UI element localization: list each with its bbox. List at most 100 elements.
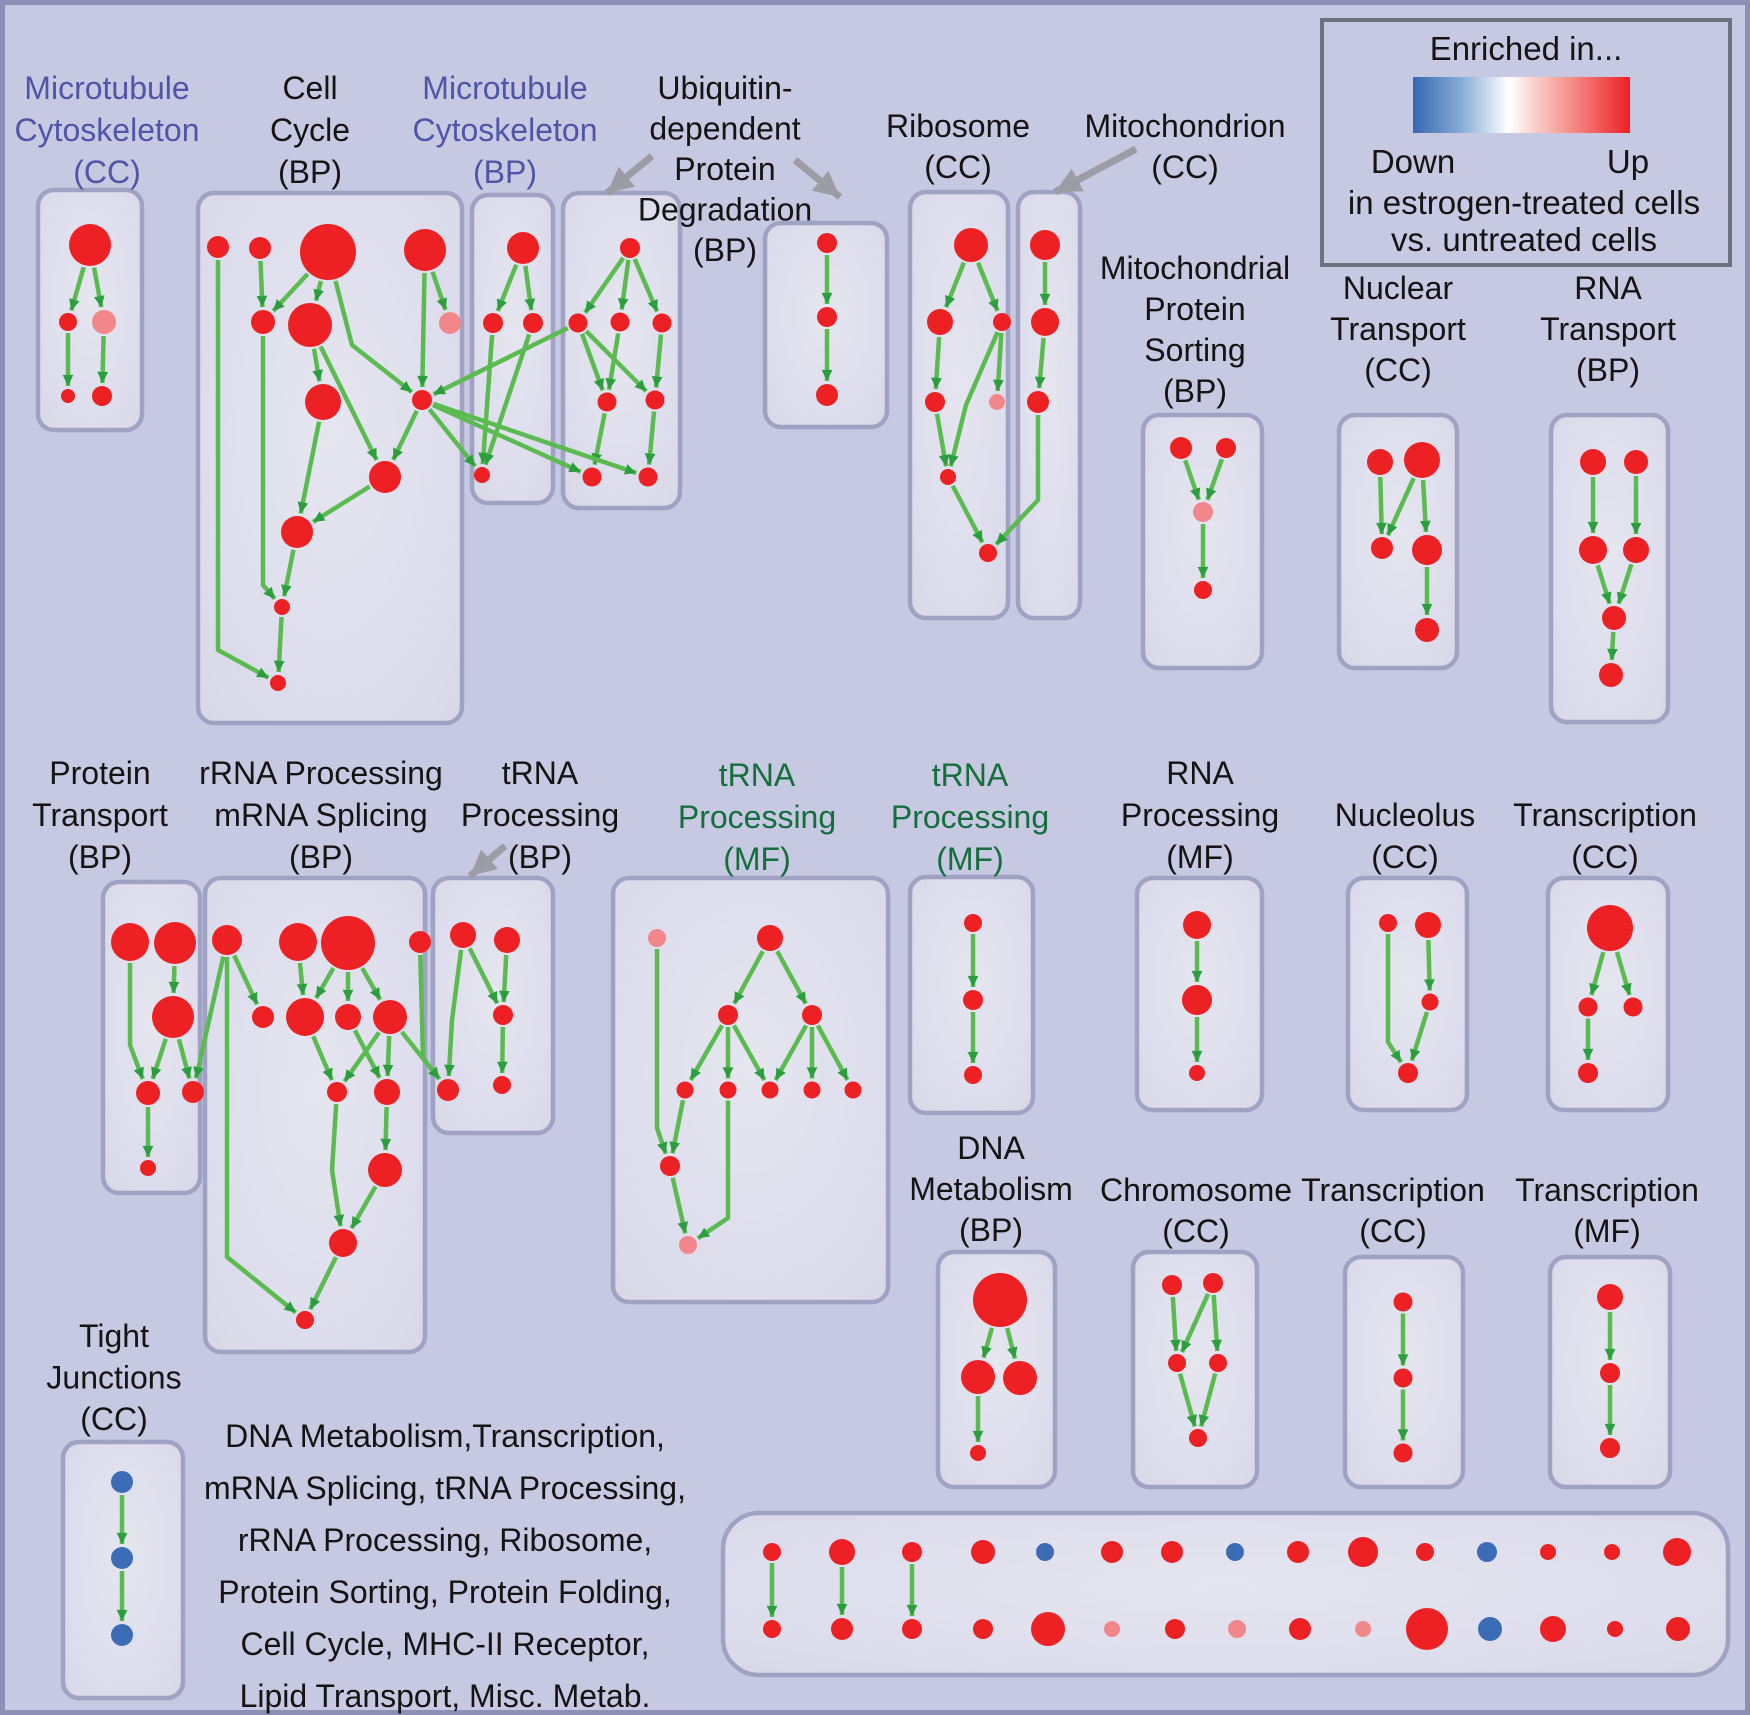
edge-arrow: [948, 331, 1000, 467]
edge-arrow: [523, 265, 536, 311]
node-cell-cycle-bp-10: [281, 516, 313, 548]
node-mixed-terms-11: [1477, 1542, 1497, 1562]
node-ubiquitin-degradation-box-1-5: [645, 390, 665, 410]
edge-arrow: [583, 256, 626, 314]
node-nuclear-transport-cc-0: [1367, 449, 1393, 475]
summary-text-line: mRNA Splicing, tRNA Processing,: [204, 1470, 686, 1506]
cluster-label-microtubule-cytoskeleton-bp: Microtubule Cytoskeleton (BP): [413, 70, 598, 190]
cluster-label-line: Ubiquitin-: [657, 70, 792, 106]
cluster-label-rna-transport-bp: RNA Transport (BP): [1540, 270, 1676, 388]
summary-text-line: Lipid Transport, Misc. Metab.: [240, 1678, 651, 1714]
edge-arrow: [318, 345, 379, 461]
label-pointer-arrow-icon: [792, 157, 843, 200]
cluster-label-line: mRNA Splicing: [214, 797, 427, 833]
node-rrna-processing-mrna-splicing-bp-4: [252, 1006, 274, 1028]
legend-gradient-bar: [1413, 77, 1630, 133]
edge-arrow: [193, 956, 226, 1079]
node-mixed-terms-18: [973, 1619, 993, 1639]
edge-arrow: [584, 329, 648, 393]
cluster-box-dna-metabolism-bp: [935, 1249, 1058, 1490]
node-protein-transport-bp-2: [152, 996, 194, 1038]
node-mixed-terms-6: [1161, 1541, 1183, 1563]
cluster-label-line: Metabolism: [909, 1171, 1073, 1207]
edge-arrow: [69, 266, 86, 312]
edge-arrow: [1420, 479, 1431, 533]
cluster-label-line: tRNA: [719, 757, 796, 793]
cluster-box-tight-junctions-cc: [60, 1439, 186, 1701]
cluster-box-rna-transport-bp: [1548, 412, 1671, 725]
edge-arrow: [688, 1024, 724, 1082]
node-rrna-processing-mrna-splicing-bp-11: [329, 1229, 357, 1257]
node-mixed-terms-25: [1406, 1608, 1448, 1650]
edge-arrow: [297, 421, 322, 514]
node-cell-cycle-bp-7: [305, 384, 341, 420]
edge-arrow: [976, 261, 1000, 312]
edge-arrow: [215, 260, 270, 680]
edge-arrow: [478, 334, 495, 465]
cluster-label-mitochondrion-cc: Mitochondrion (CC): [1085, 108, 1286, 185]
cluster-label-nucleolus-cc: Nucleolus (CC): [1335, 797, 1476, 875]
node-nucleolus-cc-0: [1379, 914, 1397, 932]
node-protein-transport-bp-5: [140, 1160, 156, 1176]
node-cell-cycle-bp-11: [274, 599, 290, 615]
label-pointer-arrow-icon: [1053, 145, 1138, 196]
edge-arrow: [352, 1029, 382, 1079]
node-trna-processing-mf-1-3: [802, 1005, 822, 1025]
summary-text-line: DNA Metabolism,Transcription,: [225, 1418, 665, 1454]
node-mitochondrial-protein-sorting-bp-3: [1194, 581, 1212, 599]
cluster-label-line: (BP): [289, 839, 353, 875]
node-ubiquitin-degradation-box-1-7: [638, 467, 658, 487]
legend-up-label: Up: [1607, 143, 1649, 180]
edge-arrow: [815, 1024, 850, 1081]
edge-arrow: [591, 412, 607, 466]
node-ribosome-cc-2: [993, 313, 1011, 331]
cluster-label-line: (MF): [1166, 839, 1234, 875]
cluster-label-line: Cytoskeleton: [413, 112, 598, 148]
cluster-label-rna-processing-mf: RNA Processing (MF): [1121, 755, 1279, 875]
edge-arrow: [444, 949, 464, 1077]
node-ubiquitin-degradation-box-2-0: [817, 233, 837, 253]
cluster-label-line: Nucleolus: [1335, 797, 1476, 833]
node-mixed-terms-3: [971, 1540, 995, 1564]
node-trna-processing-mf-1-1: [757, 925, 783, 951]
node-trna-processing-mf-1-5: [719, 1081, 737, 1099]
node-mixed-terms-28: [1607, 1621, 1623, 1637]
node-protein-transport-bp-4: [182, 1081, 204, 1103]
edges-layer: [62, 255, 1642, 1621]
edge-arrow: [176, 1038, 192, 1080]
legend-title: Enriched in...: [1430, 30, 1623, 67]
cluster-label-line: Transcription: [1515, 1172, 1699, 1208]
cluster-label-line: Protein: [1144, 291, 1245, 327]
edge-arrow: [308, 1256, 338, 1311]
nodes-layer: [59, 224, 1691, 1650]
node-protein-transport-bp-1: [154, 922, 196, 964]
node-transcription-mf-0: [1597, 1284, 1623, 1310]
cluster-label-line: Degradation: [638, 192, 812, 228]
node-ribosome-cc-0: [954, 228, 988, 262]
edge-arrow: [150, 1038, 168, 1080]
edge-arrow: [1034, 337, 1046, 389]
cluster-label-line: Processing: [461, 797, 619, 833]
node-dna-metabolism-bp-3: [970, 1445, 986, 1461]
node-rna-transport-bp-3: [1623, 537, 1649, 563]
node-trna-processing-bp-0: [450, 922, 476, 948]
node-chromosome-cc-2: [1168, 1354, 1186, 1372]
cluster-label-line: Transport: [1540, 311, 1676, 347]
edge-arrow: [311, 484, 371, 524]
node-cell-cycle-bp-12: [270, 675, 286, 691]
node-trna-processing-mf-2-0: [964, 914, 982, 932]
node-rrna-processing-mrna-splicing-bp-5: [286, 998, 324, 1036]
edge-arrow: [271, 272, 310, 313]
edge-arrow: [400, 1030, 442, 1081]
cluster-label-line: (CC): [1162, 1213, 1230, 1249]
edge-arrow: [981, 1327, 995, 1359]
edge-arrow: [931, 336, 942, 390]
node-mixed-terms-7: [1226, 1543, 1244, 1561]
cluster-label-line: Sorting: [1144, 332, 1245, 368]
cluster-label-tight-junctions-cc: Tight Junctions (CC): [46, 1318, 181, 1437]
node-cell-cycle-bp-0: [207, 236, 229, 258]
edge-arrow: [224, 957, 298, 1315]
node-mitochondrion-cc-1: [1031, 308, 1059, 336]
node-rrna-processing-mrna-splicing-bp-0: [212, 925, 242, 955]
cluster-label-transcription-mf: Transcription (MF): [1515, 1172, 1699, 1249]
